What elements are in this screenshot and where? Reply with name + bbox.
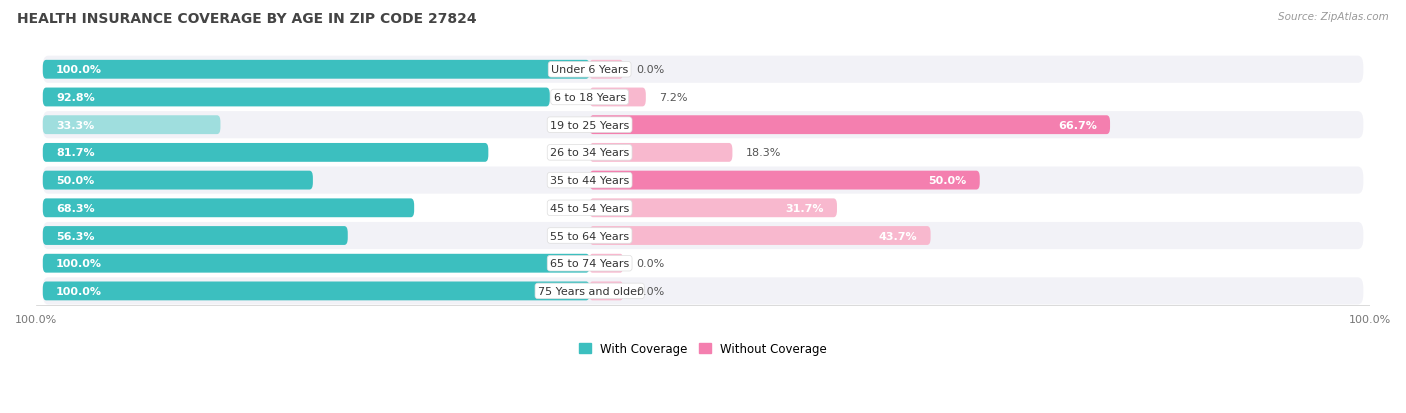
Text: 26 to 34 Years: 26 to 34 Years bbox=[550, 148, 630, 158]
Text: 7.2%: 7.2% bbox=[659, 93, 688, 103]
Text: 45 to 54 Years: 45 to 54 Years bbox=[550, 203, 630, 213]
Text: HEALTH INSURANCE COVERAGE BY AGE IN ZIP CODE 27824: HEALTH INSURANCE COVERAGE BY AGE IN ZIP … bbox=[17, 12, 477, 26]
Text: 56.3%: 56.3% bbox=[56, 231, 94, 241]
Text: 68.3%: 68.3% bbox=[56, 203, 94, 213]
FancyBboxPatch shape bbox=[589, 282, 623, 301]
Text: 43.7%: 43.7% bbox=[879, 231, 917, 241]
Text: 19 to 25 Years: 19 to 25 Years bbox=[550, 121, 630, 131]
FancyBboxPatch shape bbox=[42, 116, 221, 135]
FancyBboxPatch shape bbox=[42, 167, 1364, 194]
Text: 55 to 64 Years: 55 to 64 Years bbox=[550, 231, 630, 241]
FancyBboxPatch shape bbox=[589, 171, 980, 190]
FancyBboxPatch shape bbox=[589, 116, 1111, 135]
FancyBboxPatch shape bbox=[589, 144, 733, 162]
FancyBboxPatch shape bbox=[42, 282, 589, 301]
FancyBboxPatch shape bbox=[42, 171, 314, 190]
FancyBboxPatch shape bbox=[42, 222, 1364, 249]
FancyBboxPatch shape bbox=[42, 57, 1364, 84]
FancyBboxPatch shape bbox=[42, 227, 347, 245]
FancyBboxPatch shape bbox=[589, 227, 931, 245]
FancyBboxPatch shape bbox=[42, 140, 1364, 166]
FancyBboxPatch shape bbox=[42, 88, 550, 107]
Text: 65 to 74 Years: 65 to 74 Years bbox=[550, 259, 630, 268]
FancyBboxPatch shape bbox=[42, 199, 415, 218]
FancyBboxPatch shape bbox=[42, 278, 1364, 305]
FancyBboxPatch shape bbox=[42, 61, 589, 79]
Text: Under 6 Years: Under 6 Years bbox=[551, 65, 628, 75]
Text: 66.7%: 66.7% bbox=[1057, 121, 1097, 131]
Text: 0.0%: 0.0% bbox=[637, 286, 665, 296]
FancyBboxPatch shape bbox=[42, 254, 589, 273]
FancyBboxPatch shape bbox=[42, 250, 1364, 277]
FancyBboxPatch shape bbox=[589, 61, 623, 79]
Text: 50.0%: 50.0% bbox=[928, 176, 966, 186]
Text: 100.0%: 100.0% bbox=[56, 65, 103, 75]
FancyBboxPatch shape bbox=[589, 199, 837, 218]
Text: 92.8%: 92.8% bbox=[56, 93, 94, 103]
Text: 0.0%: 0.0% bbox=[637, 259, 665, 268]
Text: 35 to 44 Years: 35 to 44 Years bbox=[550, 176, 630, 186]
Text: 0.0%: 0.0% bbox=[637, 65, 665, 75]
Text: 6 to 18 Years: 6 to 18 Years bbox=[554, 93, 626, 103]
Text: 31.7%: 31.7% bbox=[785, 203, 824, 213]
Text: 75 Years and older: 75 Years and older bbox=[538, 286, 641, 296]
FancyBboxPatch shape bbox=[589, 88, 645, 107]
Text: Source: ZipAtlas.com: Source: ZipAtlas.com bbox=[1278, 12, 1389, 22]
Text: 100.0%: 100.0% bbox=[56, 286, 103, 296]
FancyBboxPatch shape bbox=[42, 112, 1364, 139]
FancyBboxPatch shape bbox=[589, 254, 623, 273]
Text: 50.0%: 50.0% bbox=[56, 176, 94, 186]
Legend: With Coverage, Without Coverage: With Coverage, Without Coverage bbox=[574, 337, 832, 360]
Text: 81.7%: 81.7% bbox=[56, 148, 94, 158]
Text: 33.3%: 33.3% bbox=[56, 121, 94, 131]
FancyBboxPatch shape bbox=[42, 84, 1364, 111]
FancyBboxPatch shape bbox=[42, 195, 1364, 222]
Text: 100.0%: 100.0% bbox=[56, 259, 103, 268]
FancyBboxPatch shape bbox=[42, 144, 488, 162]
Text: 18.3%: 18.3% bbox=[745, 148, 782, 158]
